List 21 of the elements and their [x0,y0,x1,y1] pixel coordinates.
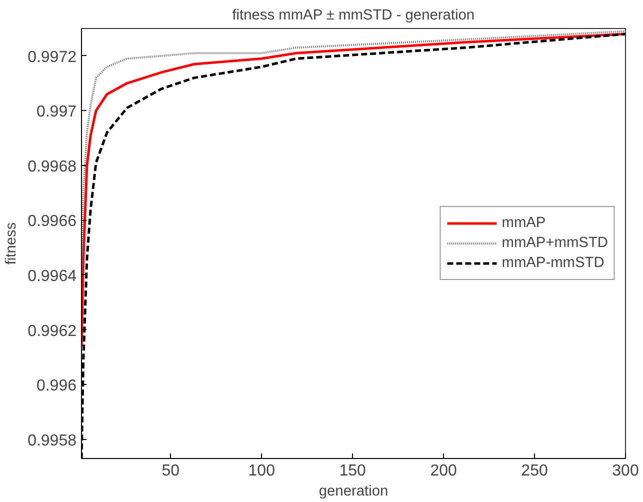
x-tick-label: 50 [162,462,180,480]
y-axis-title: fitness [4,222,20,265]
x-tick-label: 200 [430,462,458,480]
y-tick-label: 0.997 [36,104,77,121]
x-tick-label: 100 [248,462,276,480]
y-tick-label: 0.9966 [28,213,77,230]
y-tick-label: 0.9972 [28,48,77,66]
y-tick-label: 0.9958 [28,432,77,450]
x-tick-label: 250 [521,462,548,480]
y-tick-label: 0.9964 [28,268,77,285]
x-axis-title: generation [318,484,388,500]
y-tick-label: 0.996 [36,378,77,395]
x-tick-label: 300 [612,462,639,480]
y-tick-label: 0.9968 [28,158,77,176]
line-series [82,30,626,276]
y-tick-label: 0.9962 [28,322,77,340]
chart-title: fitness mmAP ± mmSTD - generation [232,8,475,24]
legend-label: mmAP [502,215,546,231]
legend-label: mmAP-mmSTD [502,255,604,271]
legend-label: mmAP+mmSTD [502,235,608,251]
x-tick-label: 150 [339,462,366,480]
